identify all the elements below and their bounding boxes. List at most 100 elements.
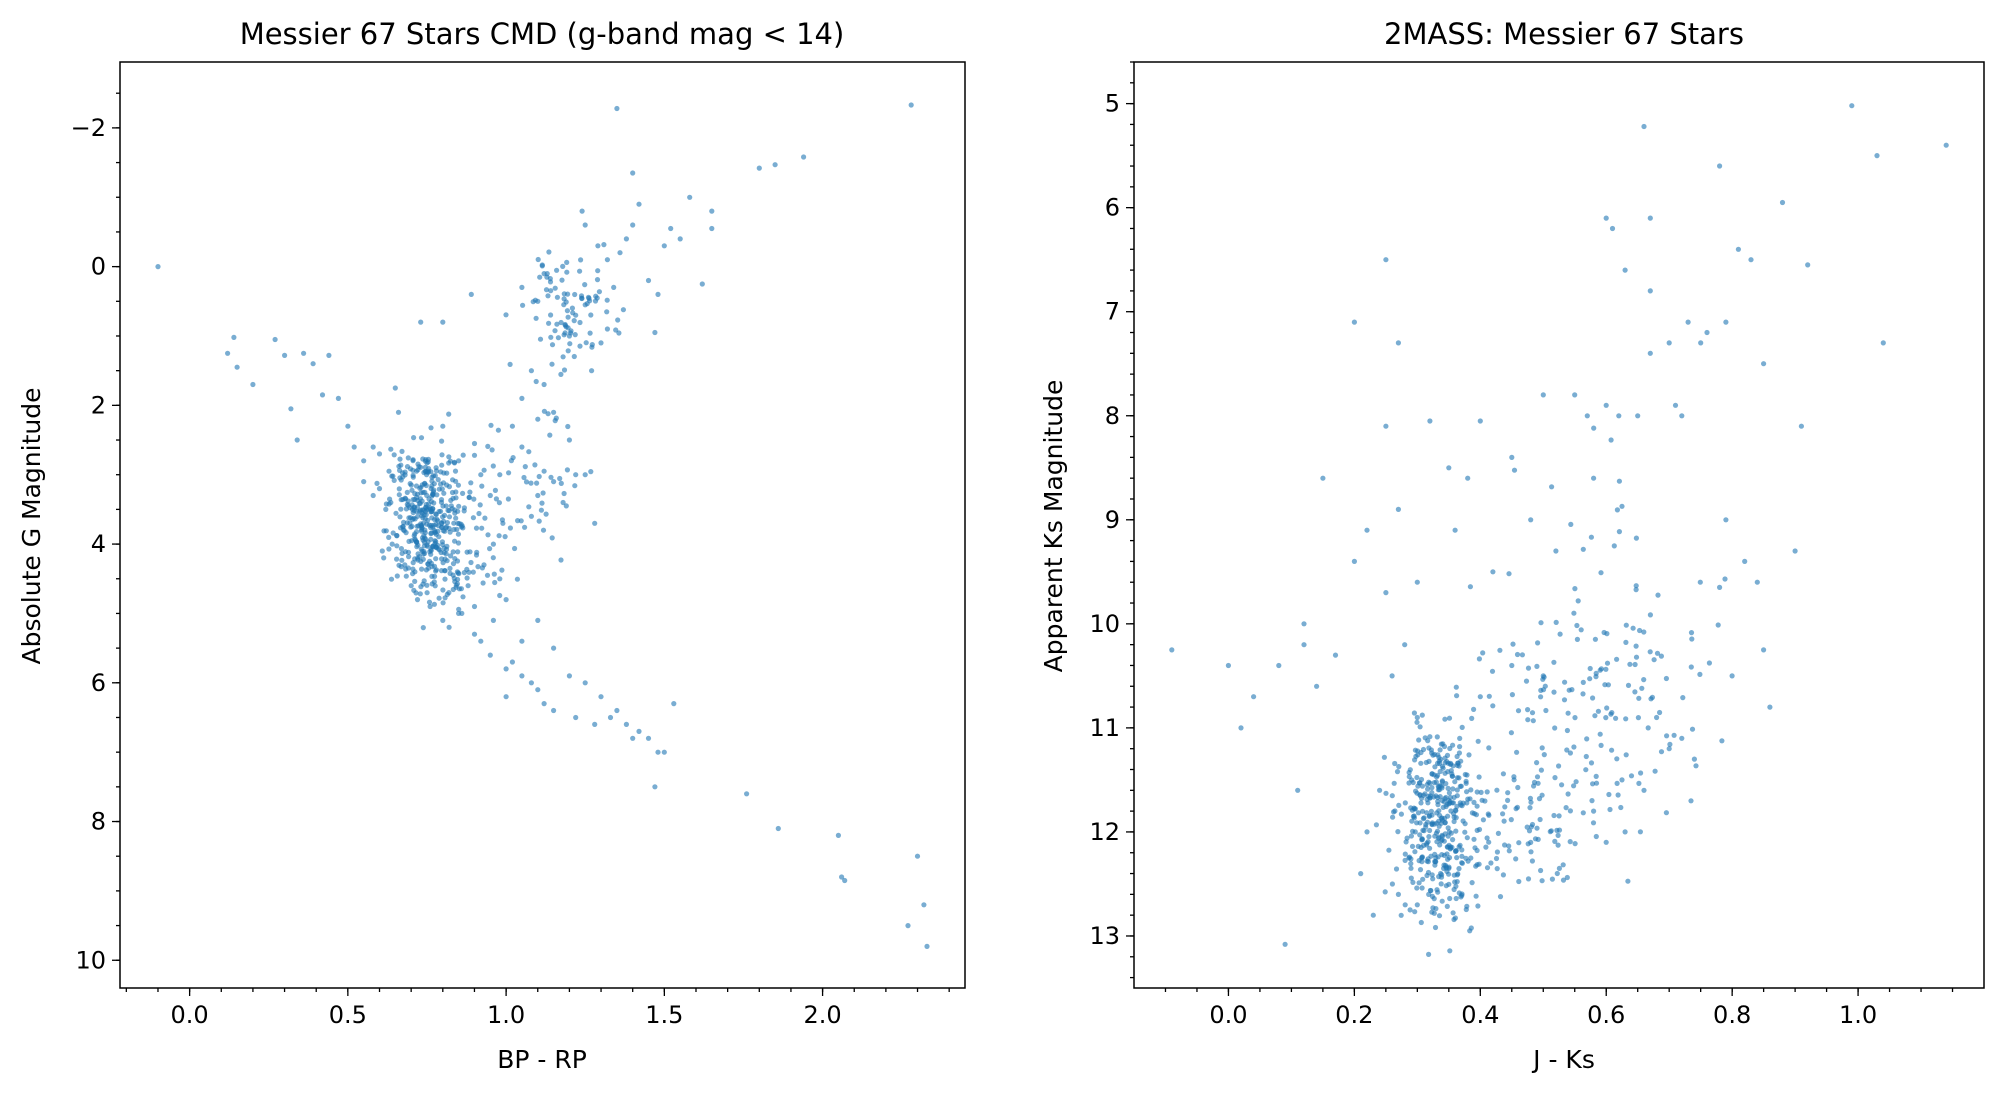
- data-point: [393, 510, 399, 516]
- data-point: [471, 603, 478, 610]
- data-point: [429, 515, 435, 521]
- data-point: [1402, 902, 1408, 908]
- data-point: [1419, 712, 1425, 718]
- data-point: [537, 336, 544, 342]
- data-point: [431, 601, 437, 607]
- data-point: [404, 520, 410, 526]
- data-point: [1697, 579, 1703, 585]
- data-point: [577, 343, 583, 349]
- data-point: [1429, 771, 1435, 777]
- data-point: [571, 353, 577, 360]
- data-point: [1671, 732, 1677, 738]
- data-point: [414, 529, 420, 535]
- data-point: [1418, 919, 1424, 926]
- data-point: [1625, 682, 1632, 689]
- data-point: [399, 448, 405, 454]
- data-point: [1439, 763, 1445, 770]
- data-point: [1566, 687, 1572, 693]
- data-point: [417, 591, 423, 597]
- data-point: [415, 557, 421, 563]
- data-point: [563, 503, 569, 509]
- data-point: [310, 361, 316, 367]
- data-point: [1556, 865, 1562, 872]
- data-point: [514, 576, 521, 582]
- data-point: [477, 502, 483, 508]
- data-point: [1398, 912, 1404, 918]
- data-point: [1606, 791, 1612, 798]
- data-point: [1527, 795, 1533, 802]
- data-point: [438, 568, 445, 574]
- data-point: [1516, 840, 1522, 846]
- data-point: [419, 510, 425, 516]
- data-point: [1527, 805, 1533, 811]
- data-point: [578, 257, 584, 263]
- data-point: [1641, 629, 1647, 635]
- data-point: [1501, 818, 1507, 824]
- data-point: [560, 499, 566, 506]
- data-point: [560, 354, 566, 360]
- data-point: [1431, 780, 1437, 786]
- data-point: [1514, 749, 1520, 755]
- data-point: [1364, 829, 1370, 835]
- data-point: [396, 486, 402, 492]
- data-point: [535, 617, 541, 624]
- data-point: [1463, 778, 1469, 784]
- data-point: [1476, 826, 1483, 833]
- data-point: [1437, 747, 1443, 753]
- data-point: [1647, 649, 1653, 655]
- data-point: [1493, 855, 1500, 862]
- data-point: [1419, 854, 1425, 860]
- data-point: [453, 515, 459, 521]
- data-point: [661, 749, 667, 755]
- data-point: [1567, 750, 1573, 756]
- data-point: [1528, 799, 1534, 805]
- data-point: [490, 555, 496, 561]
- data-point: [1578, 627, 1584, 633]
- data-point: [1454, 753, 1460, 760]
- data-point: [1539, 745, 1545, 751]
- data-point: [1440, 804, 1446, 811]
- data-point: [446, 624, 452, 630]
- data-point: [595, 243, 601, 249]
- data-point: [1597, 667, 1603, 673]
- data-point: [528, 513, 535, 519]
- data-point: [1647, 350, 1653, 356]
- data-point: [435, 528, 441, 535]
- data-point: [1641, 787, 1647, 793]
- data-point: [596, 289, 603, 295]
- data-point: [490, 541, 496, 547]
- data-point: [1485, 811, 1491, 817]
- data-point: [1439, 779, 1445, 785]
- data-point: [1395, 340, 1401, 346]
- data-point: [1443, 883, 1449, 889]
- data-point: [420, 551, 426, 557]
- data-point: [466, 494, 472, 501]
- data-point: [587, 330, 593, 336]
- cmd-2mass-chart: 2MASS: Messier 67 Stars J - Ks Apparent …: [1039, 17, 1985, 1074]
- data-point: [523, 479, 530, 485]
- data-point: [615, 317, 621, 323]
- data-point: [485, 443, 491, 449]
- data-point: [414, 597, 421, 603]
- data-point: [1446, 715, 1453, 721]
- data-point: [671, 701, 677, 707]
- data-point: [1658, 653, 1664, 659]
- data-point: [389, 541, 395, 547]
- data-point: [1593, 670, 1599, 677]
- data-point: [1454, 787, 1460, 793]
- data-point: [456, 503, 462, 509]
- y-tick-label: 9: [1105, 506, 1120, 534]
- data-point: [460, 594, 466, 600]
- data-point: [1458, 894, 1464, 900]
- data-point: [440, 542, 446, 548]
- data-point: [1301, 621, 1307, 627]
- data-point: [455, 549, 461, 555]
- data-point: [1373, 822, 1379, 828]
- data-point: [1619, 777, 1625, 783]
- data-point: [1467, 584, 1473, 590]
- data-point: [453, 489, 459, 495]
- scatter-points: [1169, 103, 1949, 958]
- data-point: [1464, 903, 1470, 909]
- data-point: [410, 457, 416, 463]
- data-point: [1574, 636, 1580, 643]
